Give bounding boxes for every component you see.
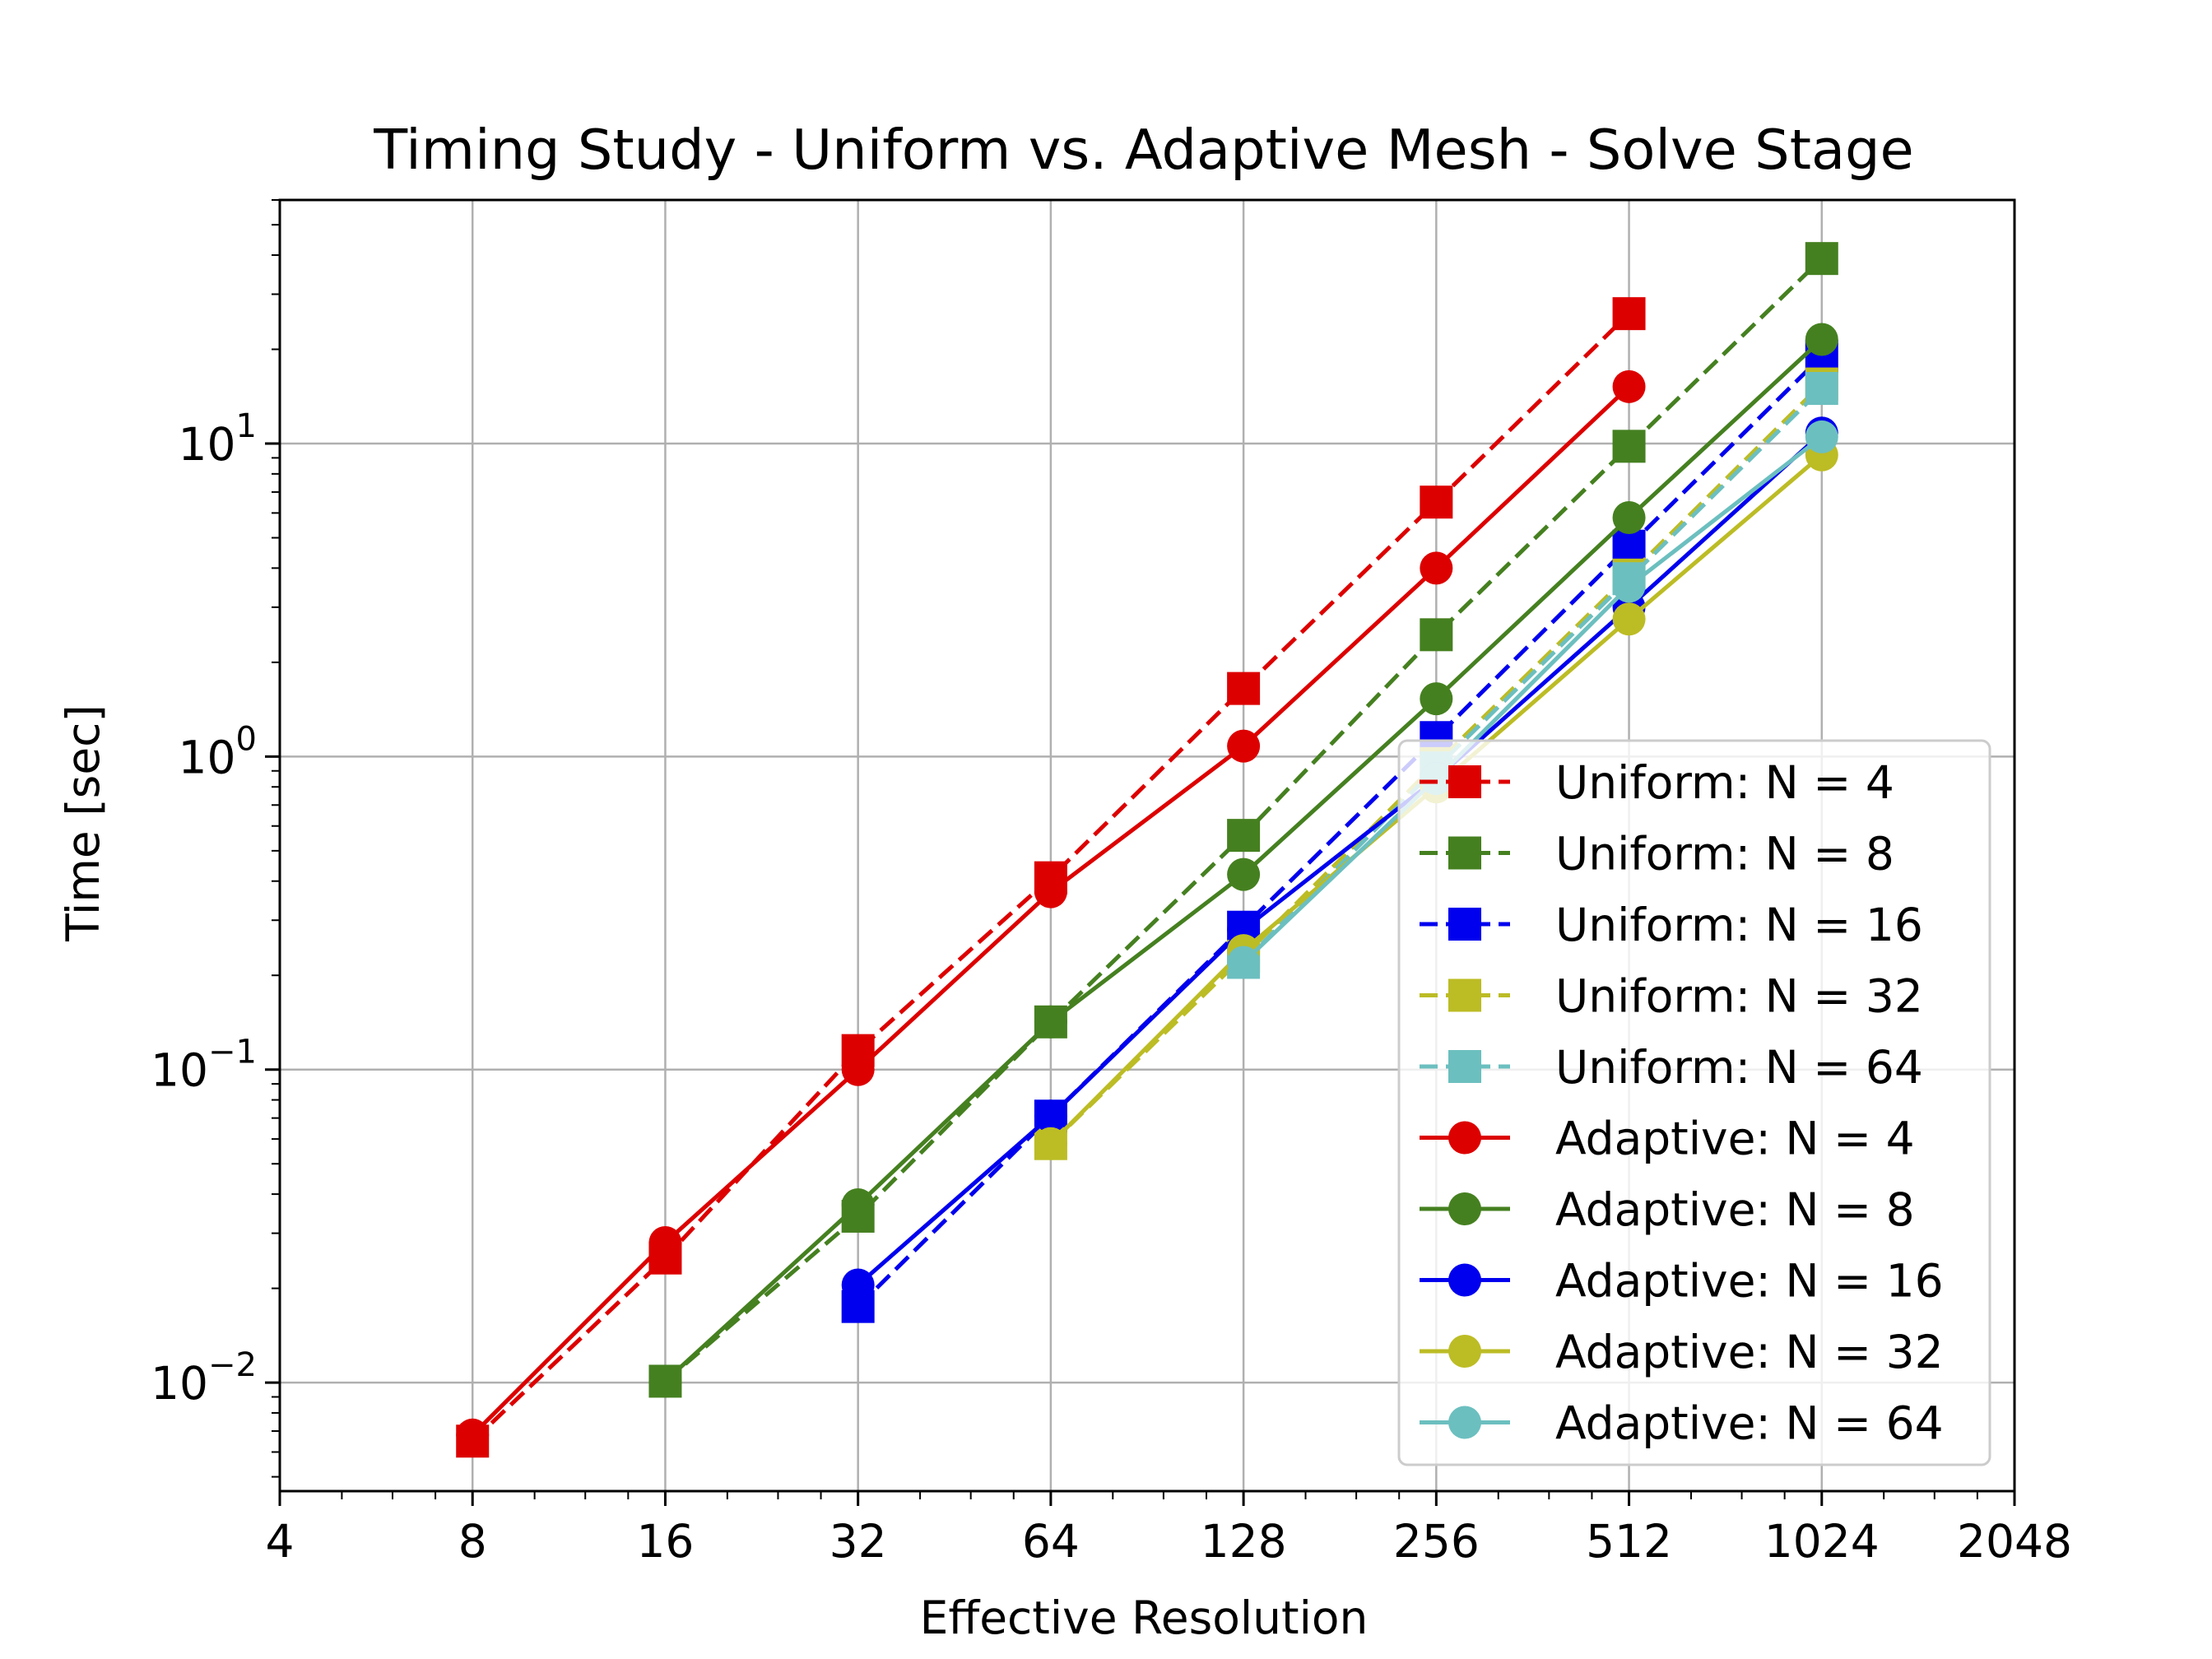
x-axis-label: Effective Resolution — [920, 1592, 1369, 1644]
legend-item: Uniform: N = 64 — [1420, 1041, 1923, 1094]
axis-ticks: 4 8 16 32 64 128 256 512 1024 2048 10−2 10−1 100 101 — [151, 199, 2072, 1568]
chart-title: Timing Study - Uniform vs. Adaptive Mesh… — [373, 118, 1914, 182]
series-6 — [648, 323, 1838, 1398]
x-tick-label: 4 — [266, 1515, 295, 1568]
x-tick-label: 2048 — [1957, 1515, 2072, 1568]
data-point-square — [1612, 529, 1646, 563]
legend-label: Uniform: N = 64 — [1555, 1041, 1923, 1094]
data-point-square — [1227, 819, 1261, 853]
data-point-square — [1805, 372, 1838, 406]
legend-marker-square — [1448, 978, 1481, 1012]
data-point-circle — [1034, 1099, 1067, 1133]
legend-label: Uniform: N = 8 — [1555, 828, 1894, 881]
legend-item: Adaptive: N = 8 — [1420, 1183, 1915, 1236]
data-point-square — [1420, 486, 1453, 519]
legend-label: Uniform: N = 4 — [1555, 756, 1894, 809]
y-tick-label: 100 — [179, 720, 257, 783]
data-point-circle — [1612, 369, 1646, 403]
x-tick-label: 128 — [1201, 1515, 1287, 1568]
data-point-circle — [1612, 602, 1646, 636]
data-point-circle — [1612, 569, 1646, 603]
legend-marker-square — [1448, 908, 1481, 941]
legend-item: Uniform: N = 8 — [1420, 828, 1894, 881]
legend-marker-circle — [1448, 1406, 1481, 1439]
legend-marker-square — [1448, 1050, 1481, 1083]
series-line — [1242, 387, 1824, 964]
legend-label: Uniform: N = 16 — [1555, 899, 1923, 951]
x-tick-label: 512 — [1586, 1515, 1672, 1568]
data-point-circle — [1034, 875, 1067, 908]
data-point-circle — [456, 1418, 490, 1452]
legend-marker-circle — [1448, 1263, 1481, 1297]
data-point-circle — [841, 1053, 875, 1086]
legend-marker-square — [1448, 765, 1481, 798]
y-tick-label: 10−2 — [151, 1346, 257, 1410]
x-tick-label: 32 — [830, 1515, 887, 1568]
data-point-circle — [841, 1187, 875, 1221]
x-tick-label: 1024 — [1764, 1515, 1880, 1568]
legend-label: Adaptive: N = 8 — [1555, 1183, 1915, 1236]
legend-item: Adaptive: N = 16 — [1420, 1255, 1944, 1308]
legend-item: Uniform: N = 32 — [1420, 970, 1923, 1023]
legend-marker-square — [1448, 836, 1481, 870]
data-point-circle — [1227, 946, 1261, 979]
data-point-circle — [1034, 1127, 1067, 1160]
series-5 — [456, 369, 1646, 1452]
legend-item: Adaptive: N = 4 — [1420, 1113, 1915, 1165]
legend-box — [1397, 739, 1991, 1466]
legend-label: Adaptive: N = 4 — [1555, 1113, 1915, 1165]
legend-item: Adaptive: N = 64 — [1420, 1397, 1944, 1450]
legend-item: Uniform: N = 4 — [1420, 756, 1894, 809]
x-tick-label: 64 — [1022, 1515, 1080, 1568]
data-point-circle — [841, 1268, 875, 1302]
series-line — [1242, 434, 1824, 964]
data-point-circle — [1612, 500, 1646, 534]
x-tick-label: 256 — [1393, 1515, 1480, 1568]
legend-label: Uniform: N = 32 — [1555, 970, 1923, 1023]
data-point-square — [1612, 297, 1646, 331]
plot-area-frame — [278, 198, 2016, 1493]
data-point-circle — [1805, 420, 1838, 453]
data-point-circle — [1034, 1005, 1067, 1039]
y-tick-label: 101 — [179, 407, 257, 471]
data-point-circle — [1227, 857, 1261, 891]
legend-label: Adaptive: N = 16 — [1555, 1255, 1944, 1308]
legend: Uniform: N = 4 Uniform: N = 8 Uniform: N =… — [1397, 739, 1991, 1466]
legend-label: Adaptive: N = 64 — [1555, 1397, 1944, 1450]
data-point-square — [1612, 430, 1646, 463]
y-axis-label: Time [sec] — [57, 704, 109, 942]
legend-label: Adaptive: N = 32 — [1555, 1326, 1944, 1378]
data-point-circle — [648, 1226, 682, 1260]
data-point-circle — [1227, 729, 1261, 763]
legend-marker-circle — [1448, 1192, 1481, 1225]
legend-item: Uniform: N = 16 — [1420, 899, 1923, 951]
legend-marker-circle — [1448, 1335, 1481, 1368]
legend-marker-circle — [1448, 1121, 1481, 1155]
data-point-circle — [1805, 323, 1838, 356]
data-point-circle — [1420, 682, 1453, 716]
data-point-square — [1227, 672, 1261, 705]
y-tick-label: 10−1 — [151, 1034, 257, 1097]
data-point-circle — [648, 1364, 682, 1398]
data-point-square — [1420, 618, 1453, 652]
series-line — [857, 431, 1824, 1287]
data-point-circle — [1420, 551, 1453, 585]
data-point-square — [1805, 242, 1838, 276]
series-line — [856, 355, 1824, 1308]
x-tick-label: 8 — [458, 1515, 487, 1568]
x-tick-label: 16 — [636, 1515, 694, 1568]
legend-item: Adaptive: N = 32 — [1420, 1326, 1944, 1378]
